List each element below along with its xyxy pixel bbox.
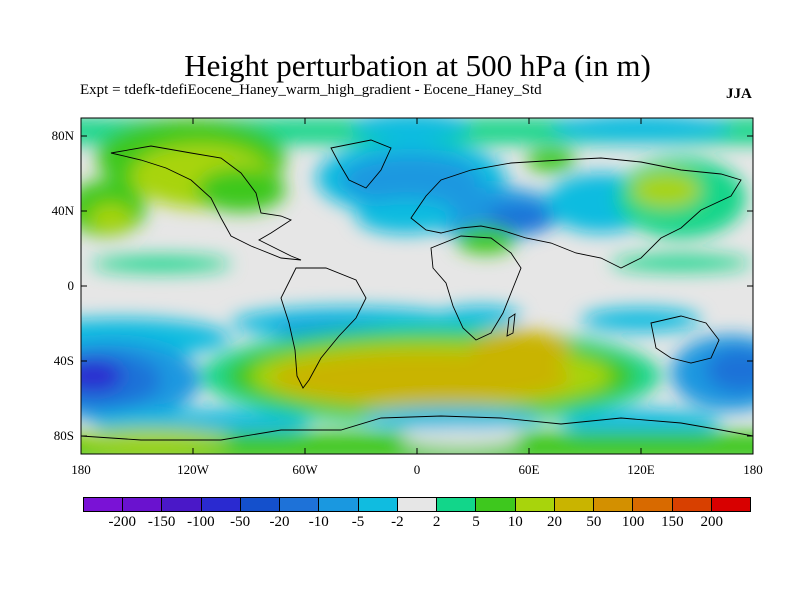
colorbar-swatch-8 [397, 498, 438, 511]
colorbar-swatch-6 [319, 498, 359, 511]
colorbar-swatch-0 [84, 498, 124, 511]
colorbar-label-10: 10 [507, 514, 523, 530]
lon-tick-180-right: 180 [743, 462, 763, 477]
colorbar-label-0: -200 [108, 514, 137, 530]
colorbar-label-3: -50 [230, 514, 251, 530]
colorbar-label-13: 100 [621, 514, 645, 530]
colorbar-swatch-9 [437, 498, 477, 511]
colorbar-swatch-13 [594, 498, 634, 511]
colorbar-label-9: 5 [472, 514, 480, 530]
colorbar-label-5: -10 [308, 514, 329, 530]
colorbar-label-15: 200 [700, 514, 723, 530]
lon-tick-0: 0 [413, 462, 421, 477]
lon-tick-120w: 120W [177, 462, 209, 477]
map-title: Height perturbation at 500 hPa (in m) [184, 48, 651, 83]
colorbar-swatch-5 [280, 498, 320, 511]
colorbar-swatch-14 [633, 498, 673, 511]
colorbar-label-12: 50 [586, 514, 602, 530]
colorbar-swatch-7 [358, 498, 398, 511]
colorbar-swatch-10 [476, 498, 516, 511]
colorbar-swatch-15 [672, 498, 712, 511]
coastlines [81, 139, 753, 441]
colorbar-label-8: 2 [432, 514, 441, 530]
lon-tick-60e: 60E [518, 462, 540, 477]
lon-tick-60w: 60W [292, 462, 318, 477]
colorbar-label-14: 150 [661, 514, 684, 530]
lon-tick-120e: 120E [627, 462, 655, 477]
colorbar-swatch-1 [123, 498, 163, 511]
colorbar-swatch-4 [240, 498, 281, 511]
lon-tick-180-left: 180 [71, 462, 91, 477]
colorbar-label-7: -2 [391, 514, 404, 530]
colorbar [83, 497, 751, 512]
experiment-subtitle: Expt = tdefk-tdefiEocene_Haney_warm_high… [80, 82, 542, 98]
colorbar-swatch-3 [201, 498, 241, 511]
colorbar-label-4: -20 [269, 514, 290, 530]
colorbar-label-6: -5 [351, 514, 365, 530]
season-label: JJA [726, 86, 752, 102]
colorbar-swatch-11 [515, 498, 555, 511]
colorbar-label-2: -100 [187, 514, 215, 530]
map-canvas [80, 117, 754, 455]
map-panel [80, 117, 754, 455]
lat-tick-40n: 40N [51, 203, 74, 218]
contour-field [81, 118, 753, 454]
colorbar-label-11: 20 [547, 514, 563, 530]
colorbar-swatch-16 [711, 498, 750, 511]
lat-tick-40s: 40S [53, 353, 74, 368]
lat-tick-0: 0 [67, 278, 75, 293]
lat-tick-80s: 80S [53, 428, 74, 443]
colorbar-label-1: -150 [147, 514, 176, 530]
colorbar-swatch-2 [162, 498, 202, 511]
map-ticks [81, 118, 753, 454]
lat-tick-80n: 80N [51, 128, 74, 143]
colorbar-swatch-12 [554, 498, 595, 511]
